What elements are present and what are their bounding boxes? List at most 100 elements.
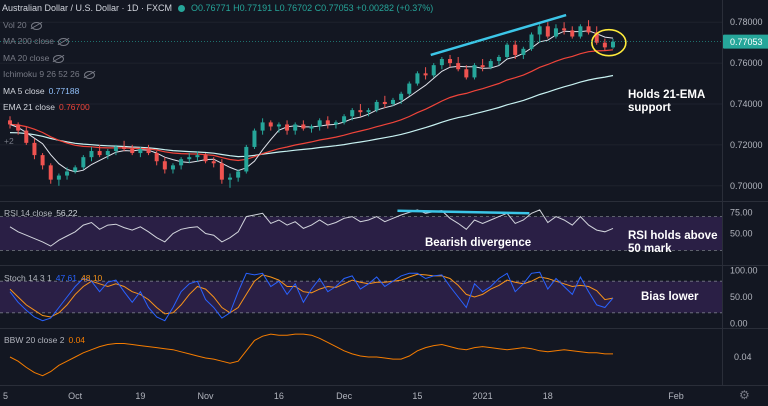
annotation-ema-support-line2: support — [628, 102, 671, 114]
legend-bbw-label: BBW 20 close 2 — [4, 335, 65, 345]
time-axis-tick: 18 — [543, 391, 553, 401]
candle-body — [73, 167, 78, 172]
time-axis-tick: 16 — [274, 391, 284, 401]
candle-body — [342, 116, 347, 123]
candle-body — [521, 48, 526, 55]
bbw-line — [9, 333, 613, 377]
stoch-k-line — [9, 271, 614, 322]
candle-body — [309, 126, 314, 129]
candle-body — [138, 148, 143, 154]
time-axis-tick: Oct — [68, 391, 83, 401]
candle-body — [562, 28, 567, 31]
symbol-header: Australian Dollar / U.S. Dollar · 1D · F… — [2, 3, 433, 13]
candle-body — [570, 30, 575, 37]
candle-body — [122, 146, 127, 149]
candle-body — [407, 83, 412, 94]
candle-body — [439, 59, 444, 66]
ohlc-readout: O0.76771 H0.77191 L0.76702 C0.77053 +0.0… — [191, 3, 434, 13]
legend-ma5-label: MA 5 close — [3, 86, 45, 96]
time-axis-tick: 19 — [135, 391, 145, 401]
candle-body — [333, 122, 338, 125]
legend-vol[interactable]: Vol 20 — [3, 20, 42, 30]
trendline-rsi — [397, 209, 530, 215]
candle-body — [545, 26, 550, 37]
rsi-axis-tick: 75.00 — [730, 207, 753, 217]
candle-body — [472, 65, 477, 78]
hidden-eye-icon[interactable] — [83, 70, 95, 79]
candle-body — [170, 165, 175, 170]
last-price-badge — [723, 34, 768, 49]
candle-body — [187, 157, 192, 160]
hidden-eye-icon[interactable] — [30, 21, 42, 30]
candle-body — [537, 26, 542, 35]
candle-body — [293, 124, 298, 131]
candle-body — [399, 93, 404, 100]
candle-body — [32, 142, 37, 156]
time-axis-tick: 2021 — [473, 391, 493, 401]
legend-stoch-k-value: 47.61 — [55, 273, 78, 283]
candle-body — [40, 155, 45, 166]
legend-ema21-value: 0.76700 — [58, 102, 90, 112]
legend-ema21[interactable]: EMA 21 close 0.76700 — [3, 102, 90, 112]
trendline-price — [430, 13, 567, 57]
legend-ema21-label: EMA 21 close — [3, 102, 55, 112]
candle-body — [211, 161, 216, 164]
candle-body — [390, 99, 395, 104]
hidden-eye-icon[interactable] — [58, 37, 70, 46]
hidden-eye-icon[interactable] — [53, 54, 65, 63]
price-axis-tick: 0.70000 — [730, 181, 763, 191]
annotation-bias-lower: Bias lower — [641, 291, 699, 303]
legend-ichimoku[interactable]: Ichimoku 9 26 52 26 — [3, 69, 95, 79]
stoch-d-line — [9, 273, 614, 318]
bbw-axis-tick: 0.04 — [734, 352, 752, 362]
symbol-title[interactable]: Australian Dollar / U.S. Dollar · 1D · F… — [2, 3, 173, 13]
time-axis-tick: Feb — [668, 391, 684, 401]
candle-body — [553, 28, 558, 37]
candle-body — [496, 56, 501, 62]
candle-body — [456, 63, 461, 70]
candle-body — [374, 101, 379, 111]
candle-body — [244, 146, 249, 172]
candle-body — [276, 124, 281, 127]
candle-body — [81, 157, 86, 168]
legend-bbw[interactable]: BBW 20 close 2 0.04 — [4, 335, 85, 345]
legend-rsi-value: 56.22 — [56, 208, 78, 218]
candle-body — [358, 110, 363, 113]
rsi-axis-tick: 50.00 — [730, 229, 753, 239]
candle-body — [431, 65, 436, 76]
candle-body — [8, 120, 12, 125]
candle-body — [48, 165, 53, 180]
candle-body — [488, 61, 493, 68]
legend-collapse-count[interactable]: +2 — [4, 136, 14, 146]
candle-body — [448, 59, 453, 64]
candle-body — [350, 110, 355, 117]
candle-body — [480, 65, 485, 68]
candle-body — [203, 155, 208, 162]
legend-ma5[interactable]: MA 5 close 0.77188 — [3, 86, 79, 96]
candle-body — [513, 44, 518, 55]
gear-icon[interactable]: ⚙ — [739, 388, 750, 402]
price-axis-tick: 0.78000 — [730, 17, 763, 27]
price-axis-tick: 0.72000 — [730, 140, 763, 150]
legend-ma200[interactable]: MA 200 close — [3, 36, 70, 46]
stoch-axis-tick: 50.00 — [730, 292, 753, 302]
legend-ma20[interactable]: MA 20 close — [3, 53, 65, 63]
candle-body — [602, 42, 607, 48]
price-axis-tick: 0.76000 — [730, 58, 763, 68]
legend-stoch[interactable]: Stoch 14 3 1 47.61 48.10 — [4, 273, 102, 283]
annotation-bearish-divergence: Bearish divergence — [425, 237, 532, 249]
legend-rsi[interactable]: RSI 14 close 56.22 — [4, 208, 77, 218]
annotation-rsi-holds-line1: RSI holds above — [628, 230, 718, 242]
candle-body — [578, 26, 583, 37]
candle-body — [113, 146, 118, 152]
candle-body — [268, 122, 273, 127]
candle-body — [366, 110, 371, 113]
time-axis-tick: 5 — [3, 391, 8, 401]
rsi-band — [0, 216, 722, 251]
legend-ma5-value: 0.77188 — [48, 86, 80, 96]
legend-stoch-d-value: 48.10 — [81, 273, 103, 283]
candle-body — [154, 153, 159, 162]
stoch-axis-tick: 100.00 — [730, 266, 758, 276]
legend-ma20-label: MA 20 close — [3, 53, 50, 63]
